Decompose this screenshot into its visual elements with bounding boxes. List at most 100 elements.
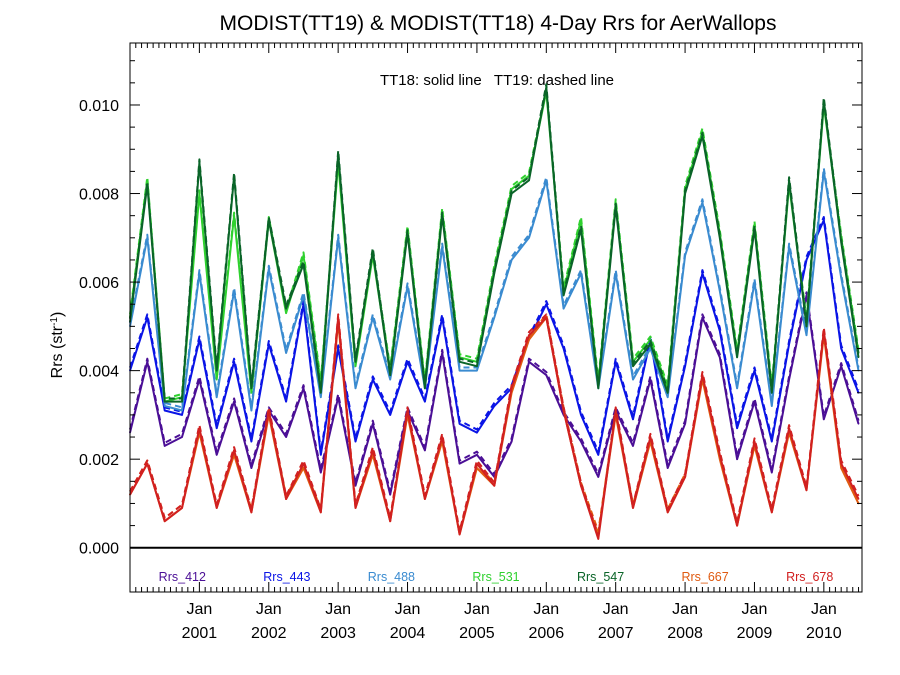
data-point: [545, 179, 548, 182]
series-Rrs_667: [129, 313, 860, 536]
series-line-solid-Rrs_678: [129, 316, 860, 540]
x-tick-label-month: Jan: [811, 601, 837, 618]
data-point: [476, 369, 478, 372]
data-point: [580, 219, 582, 221]
data-point: [372, 423, 374, 425]
data-point: [441, 210, 444, 212]
series-line-dashed-Rrs_412: [129, 291, 860, 493]
data-point: [823, 219, 825, 221]
data-point: [632, 418, 634, 421]
data-point: [302, 462, 305, 465]
data-point: [320, 511, 322, 514]
series-Rrs_443: [129, 216, 860, 456]
data-point: [163, 405, 166, 407]
data-point: [684, 192, 686, 195]
data-point: [857, 356, 860, 359]
data-point: [146, 183, 149, 186]
data-point: [788, 427, 790, 430]
data-point: [250, 387, 253, 390]
data-point: [788, 343, 790, 345]
data-point: [753, 369, 756, 372]
y-tick-label: 0.006: [79, 275, 119, 292]
legend: Rrs_412 Rrs_443 Rrs_488 Rrs_531 Rrs_547 Rrs_6…: [159, 570, 834, 584]
data-point: [562, 294, 565, 297]
data-point: [719, 290, 721, 292]
data-point: [562, 347, 565, 350]
data-point: [233, 290, 235, 292]
data-point: [198, 378, 201, 381]
data-point: [354, 484, 357, 487]
data-point: [528, 237, 530, 239]
data-point: [406, 285, 409, 288]
data-point: [354, 365, 357, 368]
legend-entry-Rrs_678: Rrs_678: [786, 570, 833, 584]
data-point: [528, 334, 530, 337]
data-point: [163, 445, 166, 447]
data-point: [337, 237, 340, 239]
x-tick-label-year: 2001: [182, 625, 218, 642]
data-point: [320, 392, 322, 394]
data-point: [337, 316, 340, 319]
data-point: [424, 400, 426, 403]
data-point: [805, 325, 808, 328]
data-point: [181, 409, 183, 412]
data-point: [181, 436, 183, 438]
series-line-solid-Rrs_667: [129, 316, 860, 536]
data-point: [389, 374, 392, 376]
data-point: [233, 361, 235, 363]
data-point: [268, 268, 270, 270]
series-Rrs_488: [129, 167, 860, 412]
x-tick-label-year: 2005: [459, 625, 495, 642]
data-point: [580, 228, 582, 230]
data-point: [389, 378, 392, 381]
data-point: [285, 312, 287, 314]
data-point: [701, 130, 704, 133]
data-point: [701, 374, 704, 376]
data-point: [302, 294, 305, 297]
data-point: [823, 170, 825, 173]
data-point: [146, 237, 149, 239]
data-point: [684, 365, 686, 368]
data-point: [250, 467, 253, 469]
data-point: [736, 387, 738, 390]
data-point: [406, 361, 409, 363]
data-point: [181, 507, 183, 509]
data-point: [632, 445, 634, 447]
data-point: [146, 462, 149, 465]
series-line-solid-Rrs_488: [129, 170, 860, 412]
data-point: [215, 369, 218, 372]
data-point: [493, 405, 496, 407]
data-point: [736, 458, 738, 461]
data-point: [701, 272, 704, 275]
x-tick-label-year: 2006: [529, 625, 565, 642]
data-point: [528, 179, 530, 182]
data-point: [250, 409, 253, 412]
data-point: [372, 250, 374, 252]
x-tick-label-month: Jan: [395, 601, 421, 618]
data-point: [632, 378, 634, 381]
data-point: [528, 361, 530, 363]
data-point: [320, 471, 322, 474]
data-point: [372, 449, 374, 452]
data-point: [701, 201, 704, 204]
data-point: [580, 272, 582, 275]
data-point: [493, 484, 496, 487]
data-point: [666, 511, 669, 514]
data-point: [354, 387, 357, 390]
data-point: [666, 440, 669, 443]
data-point: [389, 414, 392, 416]
data-point: [354, 361, 357, 363]
data-point: [562, 307, 565, 310]
x-tick-label-month: Jan: [325, 601, 351, 618]
data-point: [198, 272, 201, 275]
x-tick-label-month: Jan: [672, 601, 698, 618]
y-tick-label: 0.000: [79, 541, 119, 558]
data-point: [441, 316, 444, 319]
data-point: [788, 179, 790, 182]
data-point: [476, 462, 478, 465]
data-point: [753, 281, 756, 283]
data-point: [424, 387, 426, 390]
data-point: [458, 462, 461, 465]
data-point: [840, 467, 842, 469]
